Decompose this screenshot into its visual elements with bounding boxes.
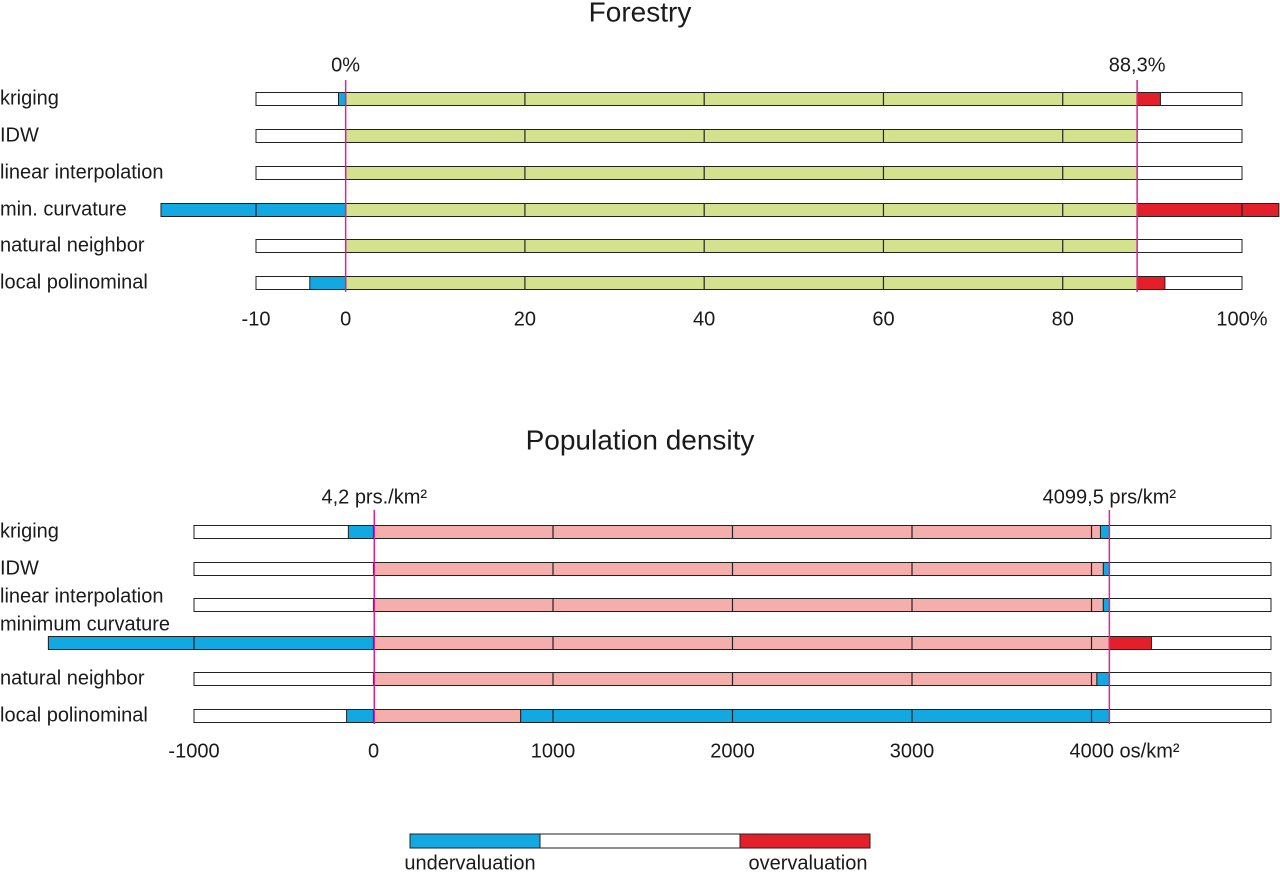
- range-fill: [373, 598, 1104, 612]
- x-tick-label: 1000: [531, 740, 576, 762]
- under-max: [1096, 672, 1110, 686]
- row-label: IDW: [0, 124, 39, 146]
- x-tick-label: 40: [693, 308, 715, 330]
- under-min: [47, 636, 375, 650]
- x-tick-label: 4000 os/km²: [1070, 740, 1180, 762]
- x-tick-label: 0: [368, 740, 379, 762]
- row-label: kriging: [0, 87, 59, 109]
- reference-label: 4099,5 prs/km²: [1043, 486, 1177, 508]
- over-max: [1108, 636, 1152, 650]
- range-fill: [373, 562, 1104, 576]
- row-label: linear interpolation: [0, 161, 163, 183]
- range-fill: [373, 636, 1110, 650]
- range-fill: [373, 525, 1101, 539]
- x-tick-label: 60: [872, 308, 894, 330]
- row-label: minimum curvature: [0, 613, 170, 635]
- over-max: [1136, 92, 1161, 106]
- legend-label: overvaluation: [749, 852, 868, 873]
- row-label: local polinominal: [0, 271, 148, 293]
- under-min: [347, 525, 375, 539]
- x-tick-label: -1000: [168, 740, 219, 762]
- under-min: [309, 276, 347, 290]
- over-max: [1136, 276, 1166, 290]
- x-tick-label: 0: [340, 308, 351, 330]
- x-tick-label: -10: [242, 308, 271, 330]
- x-tick-label: 80: [1052, 308, 1074, 330]
- row-label: IDW: [0, 557, 39, 579]
- range-fill: [345, 239, 1138, 253]
- range-fill: [345, 203, 1138, 217]
- row-label: natural neighbor: [0, 234, 145, 256]
- under-min: [346, 709, 375, 723]
- row-label: min. curvature: [0, 198, 127, 220]
- range-fill: [345, 166, 1138, 180]
- reference-label: 4,2 prs./km²: [321, 486, 427, 508]
- under-max: [1099, 525, 1110, 539]
- over-max: [1136, 203, 1280, 217]
- under-min: [337, 92, 347, 106]
- under-max: [1102, 598, 1110, 612]
- range-fill: [345, 276, 1138, 290]
- x-tick-label: 20: [514, 308, 536, 330]
- row-label: local polinominal: [0, 704, 148, 726]
- range-fill: [345, 129, 1138, 143]
- under-min: [160, 203, 347, 217]
- reference-label: 0%: [331, 54, 360, 76]
- legend-label: undervaluation: [404, 852, 535, 873]
- reference-label: 88,3%: [1109, 54, 1166, 76]
- under-max: [520, 709, 1110, 723]
- x-tick-label: 100%: [1216, 308, 1267, 330]
- under-max: [1102, 562, 1110, 576]
- row-label: kriging: [0, 520, 59, 542]
- range-fill: [345, 92, 1138, 106]
- row-label: linear interpolation: [0, 585, 163, 607]
- chart-title: Population density: [526, 424, 755, 455]
- row-label: natural neighbor: [0, 667, 145, 689]
- range-fill: [373, 709, 522, 723]
- range-fill: [373, 672, 1098, 686]
- x-tick-label: 3000: [890, 740, 935, 762]
- legend-swatch: [409, 833, 541, 849]
- legend-swatch: [739, 833, 871, 849]
- chart-title: Forestry: [589, 0, 692, 27]
- x-tick-label: 2000: [710, 740, 755, 762]
